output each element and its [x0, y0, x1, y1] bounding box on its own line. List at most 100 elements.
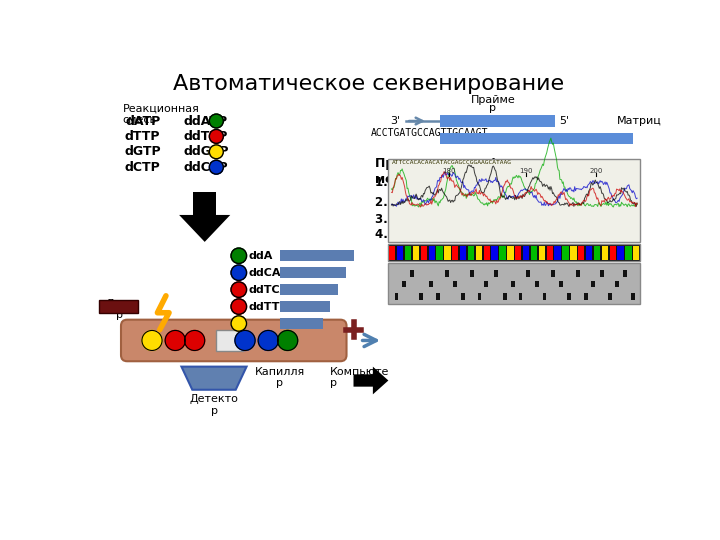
Bar: [584, 293, 588, 300]
Circle shape: [231, 299, 246, 314]
Text: ddCTP: ddCTP: [183, 161, 228, 174]
Text: ACCTGATGCCAGTTGCAAGT: ACCTGATGCCAGTTGCAAGT: [371, 129, 488, 138]
Text: ddGTP: ddGTP: [183, 145, 228, 158]
Circle shape: [231, 265, 246, 280]
Text: Реакционная
смесь: Реакционная смесь: [122, 103, 199, 125]
Bar: [444, 246, 451, 260]
Text: Лазе
р: Лазе р: [105, 299, 133, 320]
Bar: [476, 246, 482, 260]
Text: р: р: [494, 116, 502, 126]
Bar: [616, 281, 619, 287]
Bar: [576, 271, 580, 276]
Text: ddTCA: ddTCA: [248, 285, 288, 295]
Bar: [535, 281, 539, 287]
Text: ddATP: ddATP: [183, 114, 227, 127]
Bar: [600, 271, 604, 276]
Bar: [594, 246, 600, 260]
Bar: [454, 281, 457, 287]
Bar: [280, 301, 330, 312]
Bar: [402, 281, 406, 287]
Bar: [462, 293, 465, 300]
Circle shape: [231, 282, 246, 298]
Bar: [608, 293, 611, 300]
Text: 3. Экономичность: 3. Экономичность: [375, 213, 497, 226]
Bar: [570, 246, 577, 260]
Bar: [618, 246, 624, 260]
Bar: [468, 246, 474, 260]
Bar: [543, 293, 546, 300]
Bar: [280, 267, 346, 278]
Circle shape: [210, 145, 223, 159]
Text: ddCA: ddCA: [248, 268, 281, 278]
Circle shape: [210, 114, 223, 128]
Bar: [389, 246, 395, 260]
Circle shape: [231, 248, 246, 264]
Bar: [441, 115, 555, 127]
Circle shape: [231, 316, 246, 331]
Text: ddGTTCA: ddGTTCA: [248, 319, 305, 328]
Bar: [436, 293, 441, 300]
Bar: [460, 246, 467, 260]
Bar: [280, 251, 354, 261]
Bar: [567, 293, 570, 300]
Text: 2. Меньшая трудоемкость: 2. Меньшая трудоемкость: [375, 195, 555, 208]
Bar: [551, 271, 555, 276]
Bar: [554, 246, 561, 260]
Text: 3': 3': [390, 116, 400, 126]
Bar: [624, 271, 627, 276]
Bar: [539, 246, 545, 260]
Text: Капилля
р: Капилля р: [255, 367, 305, 388]
Bar: [507, 246, 513, 260]
Bar: [469, 271, 474, 276]
Bar: [562, 246, 569, 260]
FancyBboxPatch shape: [121, 320, 346, 361]
Text: 190: 190: [520, 168, 533, 174]
Bar: [546, 246, 553, 260]
Circle shape: [184, 330, 204, 350]
Bar: [531, 246, 537, 260]
Text: 180: 180: [442, 168, 456, 174]
Text: Автоматическое секвенирование: Автоматическое секвенирование: [174, 74, 564, 94]
Text: Детекто
р: Детекто р: [189, 394, 238, 416]
Text: Преимущества флуоресцентных
меток над изотопными:: Преимущества флуоресцентных меток над из…: [375, 157, 612, 185]
Bar: [503, 293, 507, 300]
Bar: [523, 246, 529, 260]
Bar: [441, 133, 632, 144]
Text: 5': 5': [559, 116, 570, 126]
Bar: [610, 246, 616, 260]
Bar: [436, 246, 443, 260]
Bar: [405, 246, 411, 260]
Text: ddTTCA: ddTTCA: [248, 301, 297, 312]
Circle shape: [258, 330, 279, 350]
Bar: [559, 281, 563, 287]
Circle shape: [277, 330, 297, 350]
Bar: [410, 271, 414, 276]
Text: 200: 200: [590, 168, 603, 174]
Text: ATTCCACACAACATACGAGCCGGAAGCATAAG: ATTCCACACAACATACGAGCCGGAAGCATAAG: [392, 160, 511, 165]
Bar: [602, 246, 608, 260]
Bar: [428, 281, 433, 287]
Bar: [445, 271, 449, 276]
Bar: [625, 246, 631, 260]
Bar: [395, 293, 398, 300]
Bar: [510, 281, 515, 287]
Bar: [452, 246, 459, 260]
Bar: [477, 293, 482, 300]
Bar: [388, 264, 640, 303]
Circle shape: [165, 330, 185, 350]
Text: Матриц: Матриц: [617, 116, 662, 126]
Bar: [99, 300, 138, 313]
Text: Компьюте
р: Компьюте р: [330, 367, 390, 388]
Bar: [631, 293, 635, 300]
Text: dTTP: dTTP: [125, 130, 161, 143]
Bar: [485, 281, 488, 287]
Bar: [518, 293, 523, 300]
Circle shape: [142, 330, 162, 350]
Text: 1. Отсутствует радиоактивное
    загрязнение: 1. Отсутствует радиоактивное загрязнение: [375, 177, 583, 205]
Text: р: р: [490, 103, 497, 112]
Bar: [428, 246, 435, 260]
Bar: [419, 293, 423, 300]
Bar: [397, 246, 403, 260]
Bar: [526, 271, 530, 276]
Bar: [578, 246, 585, 260]
